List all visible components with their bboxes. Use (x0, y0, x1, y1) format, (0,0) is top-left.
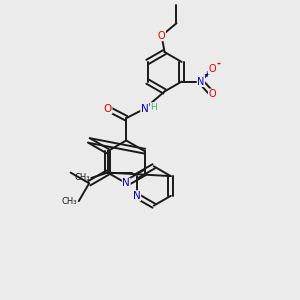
Text: O: O (104, 104, 112, 114)
Text: H: H (150, 103, 157, 112)
Text: O: O (208, 89, 216, 99)
Text: N: N (141, 104, 148, 114)
Text: CH₃: CH₃ (74, 173, 90, 182)
Text: N: N (122, 178, 130, 188)
Text: CH₃: CH₃ (62, 196, 77, 206)
Text: +: + (203, 70, 209, 79)
Text: O: O (158, 31, 165, 41)
Text: N: N (197, 76, 205, 87)
Text: N: N (133, 191, 141, 201)
Text: O: O (208, 64, 216, 74)
Text: -: - (217, 59, 221, 69)
